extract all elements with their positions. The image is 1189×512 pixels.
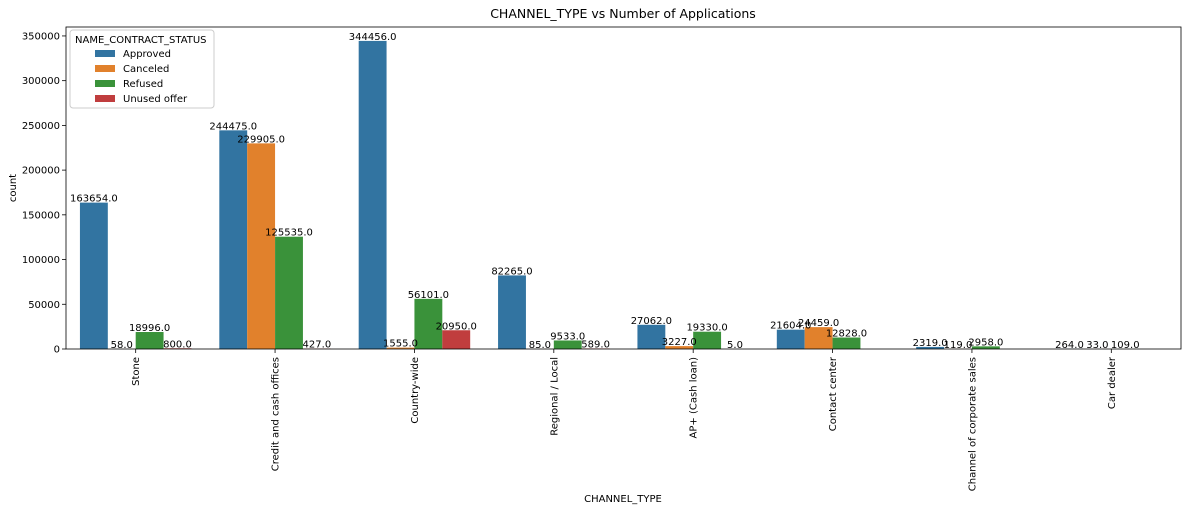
data-label: 427.0: [303, 340, 332, 351]
y-tick-label: 300000: [22, 76, 60, 87]
data-label: 18996.0: [129, 323, 170, 334]
y-axis-label: count: [8, 174, 19, 202]
x-tick-label: Regional / Local: [549, 357, 560, 436]
data-label: 56101.0: [408, 290, 449, 301]
data-label: 24459.0: [798, 318, 839, 329]
x-tick-label: Contact center: [828, 356, 839, 431]
data-label: 800.0: [163, 339, 192, 350]
legend-swatch: [95, 95, 115, 102]
x-axis-label: CHANNEL_TYPE: [584, 494, 662, 505]
bar: [275, 236, 303, 349]
bar: [693, 331, 722, 349]
legend-title: NAME_CONTRACT_STATUS: [75, 35, 207, 46]
y-tick-label: 0: [54, 345, 60, 356]
data-label: 19330.0: [686, 323, 727, 334]
data-label: 5.0: [727, 340, 743, 351]
bar: [832, 337, 861, 349]
x-axis: Stone Credit and cash offices Country-wide…: [131, 349, 1118, 491]
bar: [498, 275, 526, 349]
y-tick-label: 200000: [22, 166, 60, 177]
legend-label: Unused offer: [123, 94, 188, 105]
x-tick-label: AP+ (Cash loan): [689, 357, 700, 439]
bar: [414, 298, 443, 349]
bar: [916, 346, 945, 349]
data-label: 2958.0: [968, 337, 1003, 348]
x-tick-label: Channel of corporate sales: [967, 357, 978, 491]
bar: [135, 332, 164, 349]
data-label: 1555.0: [383, 339, 418, 350]
bar: [219, 130, 248, 349]
bar: [776, 329, 805, 349]
legend-label: Approved: [123, 49, 171, 60]
legend-swatch: [95, 50, 115, 57]
data-labels: 163654.0 244475.0 344456.0 82265.0 27062.0 21…: [70, 32, 1140, 351]
y-axis: 0 50000 100000 150000 200000 250000 300000 3500…: [22, 31, 66, 356]
data-label: 109.0: [1111, 340, 1140, 351]
legend-box: [69, 29, 215, 109]
data-label: 82265.0: [491, 266, 532, 277]
legend-swatch: [95, 65, 115, 72]
data-label: 119.0: [944, 340, 973, 351]
data-label: 58.0: [111, 340, 133, 351]
y-tick-label: 250000: [22, 121, 60, 132]
data-label: 33.0: [1086, 340, 1108, 351]
data-label: 229905.0: [237, 134, 285, 145]
legend-label: Canceled: [123, 64, 169, 75]
x-tick-label: Car dealer: [1107, 356, 1118, 409]
data-label: 12828.0: [826, 329, 867, 340]
plot-frame: [65, 26, 1182, 350]
bars: [79, 40, 1140, 349]
data-label: 9533.0: [550, 331, 585, 342]
legend: NAME_CONTRACT_STATUS Approved Canceled Ref…: [69, 29, 215, 109]
bar: [358, 40, 387, 349]
bar: [442, 330, 471, 349]
bar: [971, 346, 1000, 349]
bar: [804, 327, 833, 349]
data-label: 2319.0: [913, 338, 948, 349]
chart-title: CHANNEL_TYPE vs Number of Applications: [490, 6, 756, 21]
data-label: 20950.0: [436, 321, 477, 332]
y-tick-label: 50000: [28, 300, 60, 311]
bar: [247, 143, 276, 349]
y-tick-label: 150000: [22, 210, 60, 221]
bar: [79, 202, 108, 349]
bar: [665, 346, 694, 349]
data-label: 244475.0: [209, 121, 257, 132]
legend-swatch: [95, 80, 115, 87]
data-label: 21604.0: [770, 321, 811, 332]
data-label: 163654.0: [70, 194, 118, 205]
data-label: 589.0: [581, 339, 610, 350]
y-tick-label: 350000: [22, 31, 60, 42]
bar: [553, 340, 582, 349]
data-label: 264.0: [1055, 340, 1084, 351]
data-label: 344456.0: [349, 32, 397, 43]
bar: [637, 324, 666, 349]
x-tick-label: Country-wide: [410, 357, 421, 424]
data-label: 85.0: [529, 340, 551, 351]
y-tick-label: 100000: [22, 255, 60, 266]
legend-label: Refused: [123, 79, 163, 90]
x-tick-label: Credit and cash offices: [271, 357, 282, 471]
data-label: 125535.0: [265, 228, 313, 239]
x-tick-label: Stone: [131, 357, 142, 386]
data-label: 3227.0: [662, 337, 697, 348]
data-label: 27062.0: [631, 316, 672, 327]
bar: [386, 347, 415, 349]
